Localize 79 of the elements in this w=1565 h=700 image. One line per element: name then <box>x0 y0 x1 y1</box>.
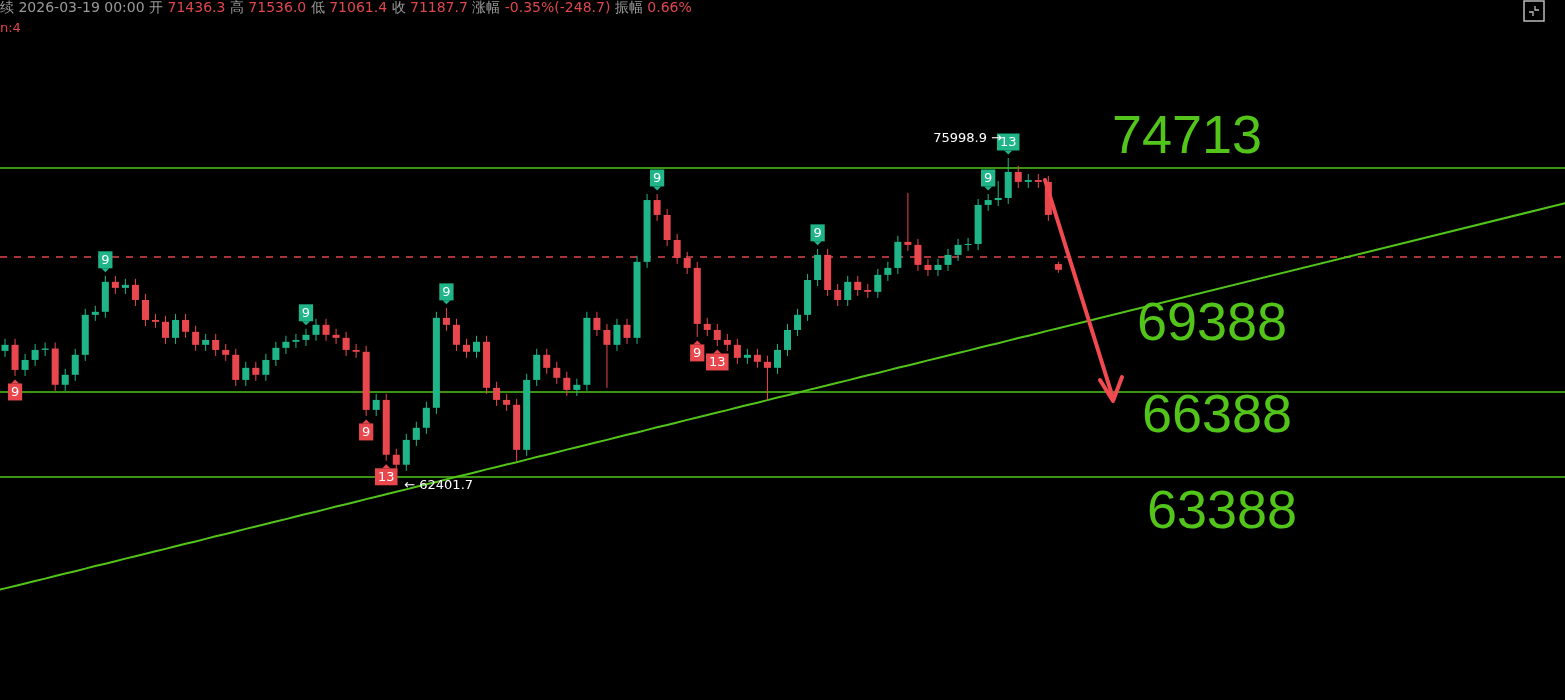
candlestick <box>653 193 661 222</box>
text: 13 <box>709 354 726 370</box>
candlestick <box>252 361 260 382</box>
text: 13 <box>377 469 395 485</box>
candlestick <box>262 353 270 382</box>
candlestick <box>844 275 852 307</box>
candlestick <box>1014 165 1022 189</box>
candlestick <box>553 361 561 385</box>
candlestick <box>964 237 972 252</box>
candlestick <box>212 333 220 357</box>
candlestick <box>773 343 781 375</box>
candlestick <box>172 313 180 345</box>
candlestick <box>131 278 139 307</box>
candlestick <box>874 268 882 299</box>
candlestick <box>603 323 611 389</box>
candlestick <box>794 308 802 337</box>
candlestick <box>412 421 420 447</box>
candlestick <box>292 333 300 349</box>
candlestick <box>282 335 290 355</box>
candlestick <box>352 343 360 359</box>
candlestick <box>473 335 481 359</box>
candlestick <box>954 238 962 262</box>
candlestick <box>854 275 862 297</box>
candlestick <box>834 283 842 307</box>
candlestick <box>162 315 170 345</box>
candlestick <box>342 331 350 357</box>
candlestick <box>422 401 430 435</box>
candlestick <box>242 361 250 387</box>
text: 9 <box>101 252 110 268</box>
candlestick <box>493 381 501 407</box>
candlestick <box>61 368 69 392</box>
candlestick <box>462 338 470 359</box>
text: 63388 <box>1146 478 1298 539</box>
candlestick <box>322 318 330 342</box>
candlestick <box>452 318 460 352</box>
candlestick <box>593 311 601 337</box>
candlestick <box>884 261 892 282</box>
text: 69388 <box>1136 290 1288 351</box>
candlestick <box>753 348 761 369</box>
candlestick <box>543 348 551 375</box>
text: 9 <box>652 170 662 186</box>
candlestick <box>272 341 280 367</box>
candlestick <box>111 275 119 295</box>
candlestick <box>763 355 771 401</box>
candlestick <box>944 248 952 272</box>
text: 9 <box>442 284 451 300</box>
chart-subtitle: n:4 <box>0 20 21 35</box>
text: 9 <box>693 345 702 361</box>
text: 9 <box>362 424 371 440</box>
candlestick <box>613 318 621 352</box>
candlestick <box>934 258 942 277</box>
candlestick <box>192 325 200 352</box>
text: 9 <box>813 225 822 241</box>
chart-title: 续 2026-03-19 00:00 开 71436.3 高 71536.0 低 71061.4 收 71187.7 涨幅 -0.35%(-248.7) 振幅 0.66% <box>0 0 692 15</box>
candlestick <box>312 318 320 342</box>
candlestick <box>563 371 571 397</box>
candlestick <box>442 307 450 332</box>
candlestick <box>332 328 340 345</box>
text: 66388 <box>1141 382 1293 443</box>
candlestick <box>182 313 190 339</box>
candlestick <box>784 323 792 357</box>
candlestick <box>372 393 380 417</box>
candlestick <box>623 318 631 345</box>
candlestick <box>904 192 912 252</box>
candlestick <box>31 343 39 367</box>
text: 9 <box>301 305 311 321</box>
candlestick <box>713 323 721 347</box>
candlestick <box>71 348 79 382</box>
candlestick <box>141 293 149 327</box>
annotation: ← 62401.7 <box>404 477 474 493</box>
text: 9 <box>984 170 993 186</box>
candlestick <box>21 353 29 377</box>
candlestick <box>1 338 9 358</box>
candlestick <box>703 317 711 337</box>
candlestick <box>994 180 1002 207</box>
candlestick <box>733 338 741 365</box>
text: 9 <box>10 384 20 400</box>
text: 74713 <box>1111 103 1263 164</box>
candlestick <box>302 328 310 347</box>
